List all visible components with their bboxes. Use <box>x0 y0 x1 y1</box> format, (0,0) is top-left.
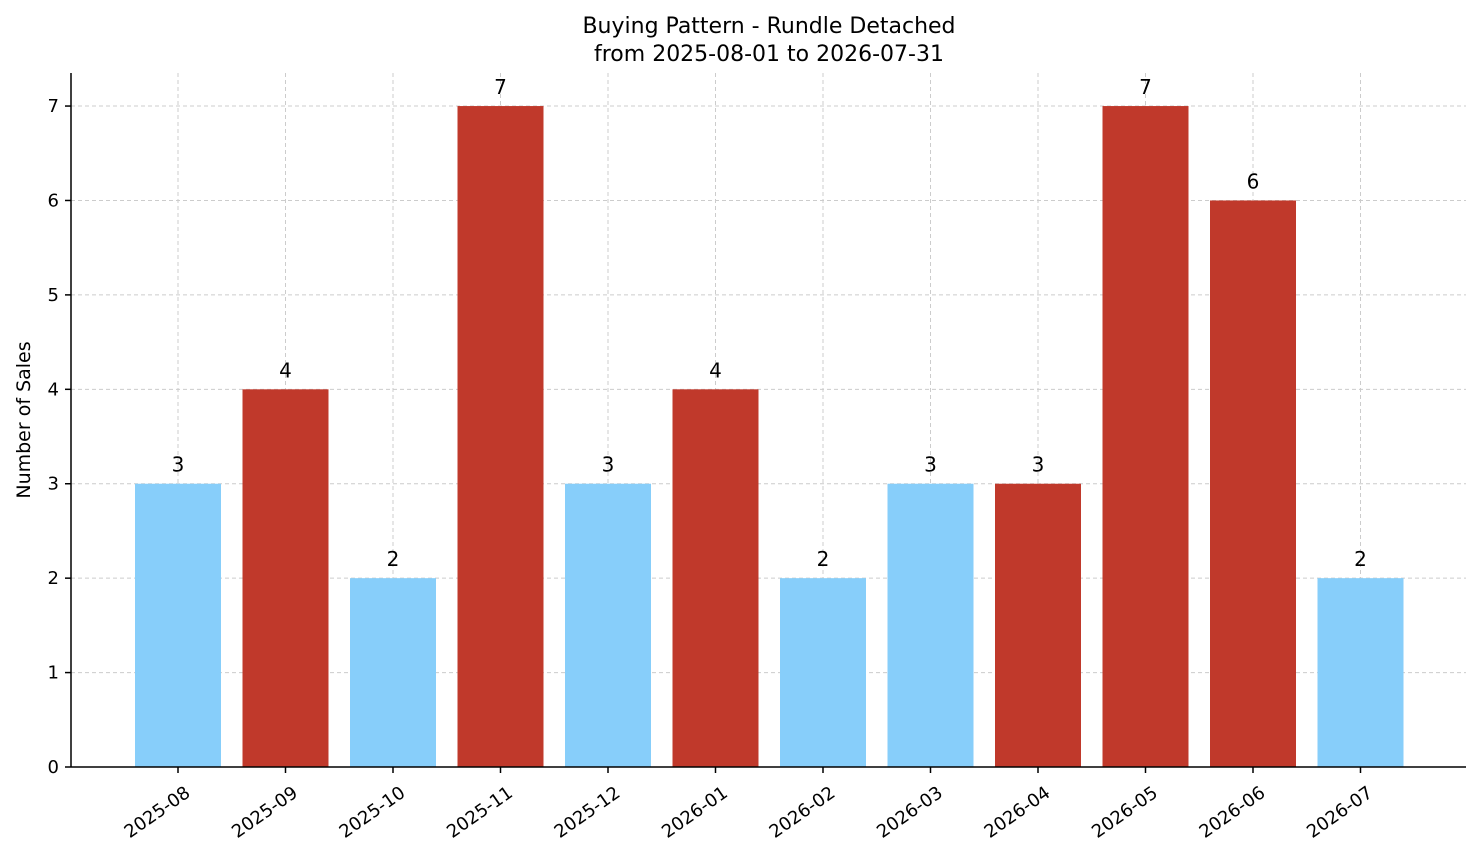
x-tick-label: 2025-09 <box>228 782 302 842</box>
x-tick-label: 2026-07 <box>1303 782 1377 842</box>
x-tick-label: 2026-03 <box>873 782 947 842</box>
bar <box>242 389 329 767</box>
bar-value-label: 3 <box>602 453 615 477</box>
bar <box>995 483 1081 767</box>
y-tick-label: 7 <box>48 96 59 117</box>
chart-subtitle: from 2025-08-01 to 2026-07-31 <box>594 42 944 67</box>
x-tick-label: 2025-12 <box>551 782 625 842</box>
bar-layer <box>135 106 1404 768</box>
bar-value-label: 7 <box>494 75 507 99</box>
y-tick-label: 0 <box>48 757 59 778</box>
label-layer: 3 4 2 7 3 4 2 3 3 7 6 2 <box>172 75 1367 571</box>
x-tick-label: 2026-01 <box>658 782 732 842</box>
x-tick-label: 2025-10 <box>336 782 410 842</box>
y-tick-label: 5 <box>48 285 59 306</box>
x-tick-label: 2025-11 <box>443 782 517 842</box>
bar <box>1317 578 1404 767</box>
bar-value-label: 3 <box>1032 453 1045 477</box>
bar-value-label: 2 <box>1354 547 1367 571</box>
x-tick-label: 2026-04 <box>981 782 1055 842</box>
bar-value-label: 3 <box>924 453 937 477</box>
bar-value-label: 6 <box>1247 169 1260 193</box>
bar <box>1210 200 1296 768</box>
bar-value-label: 2 <box>387 547 400 571</box>
x-tick-label: 2026-06 <box>1196 782 1270 842</box>
y-tick-label: 1 <box>48 663 59 684</box>
bar <box>135 483 221 767</box>
bar-value-label: 7 <box>1139 75 1152 99</box>
bar-value-label: 4 <box>279 358 292 382</box>
bar-value-label: 3 <box>172 453 185 477</box>
bar <box>887 483 974 767</box>
bar <box>350 578 436 767</box>
bar-value-label: 2 <box>817 547 830 571</box>
x-tick-label: 2026-02 <box>766 782 840 842</box>
bar <box>780 578 866 767</box>
y-axis-label: Number of Sales <box>13 341 35 498</box>
bar <box>1102 106 1189 768</box>
y-tick-label: 3 <box>48 474 59 495</box>
x-tick-label: 2026-05 <box>1088 782 1162 842</box>
bar-value-label: 4 <box>709 358 722 382</box>
chart-title: Buying Pattern - Rundle Detached <box>582 14 955 39</box>
y-tick-label: 4 <box>48 379 59 400</box>
bar <box>565 483 651 767</box>
x-tick-label: 2025-08 <box>121 782 195 842</box>
bar <box>457 106 544 768</box>
y-tick-label: 6 <box>48 190 59 211</box>
bar <box>672 389 759 767</box>
y-tick-label: 2 <box>48 568 59 589</box>
